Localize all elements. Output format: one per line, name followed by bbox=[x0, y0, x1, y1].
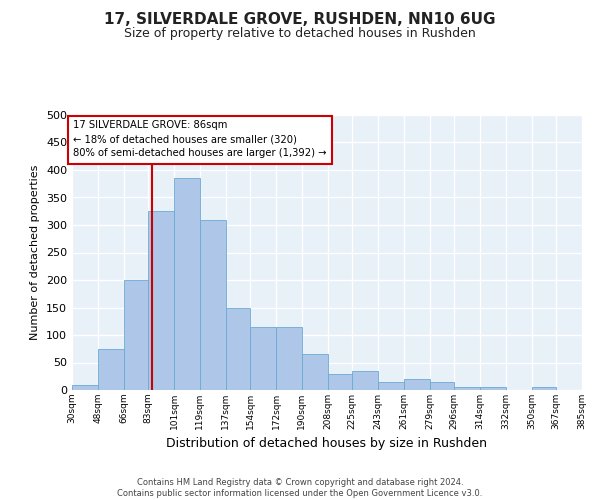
Bar bbox=[226, 308, 250, 390]
Bar bbox=[454, 387, 480, 390]
Bar bbox=[124, 280, 148, 390]
Text: 17 SILVERDALE GROVE: 86sqm
← 18% of detached houses are smaller (320)
80% of sem: 17 SILVERDALE GROVE: 86sqm ← 18% of deta… bbox=[73, 120, 327, 158]
Text: Size of property relative to detached houses in Rushden: Size of property relative to detached ho… bbox=[124, 28, 476, 40]
Bar bbox=[404, 379, 430, 390]
Bar bbox=[378, 382, 404, 390]
Bar bbox=[148, 211, 174, 390]
Bar bbox=[174, 178, 200, 390]
Bar bbox=[200, 220, 226, 390]
Bar bbox=[98, 349, 124, 390]
Bar bbox=[352, 371, 378, 390]
Bar bbox=[328, 374, 352, 390]
Bar bbox=[276, 327, 302, 390]
Bar bbox=[532, 387, 556, 390]
Text: Contains HM Land Registry data © Crown copyright and database right 2024.
Contai: Contains HM Land Registry data © Crown c… bbox=[118, 478, 482, 498]
Text: 17, SILVERDALE GROVE, RUSHDEN, NN10 6UG: 17, SILVERDALE GROVE, RUSHDEN, NN10 6UG bbox=[104, 12, 496, 28]
Bar bbox=[480, 387, 506, 390]
Bar bbox=[430, 382, 454, 390]
Bar bbox=[302, 354, 328, 390]
Bar bbox=[250, 327, 276, 390]
X-axis label: Distribution of detached houses by size in Rushden: Distribution of detached houses by size … bbox=[167, 438, 487, 450]
Bar bbox=[72, 384, 98, 390]
Y-axis label: Number of detached properties: Number of detached properties bbox=[31, 165, 40, 340]
